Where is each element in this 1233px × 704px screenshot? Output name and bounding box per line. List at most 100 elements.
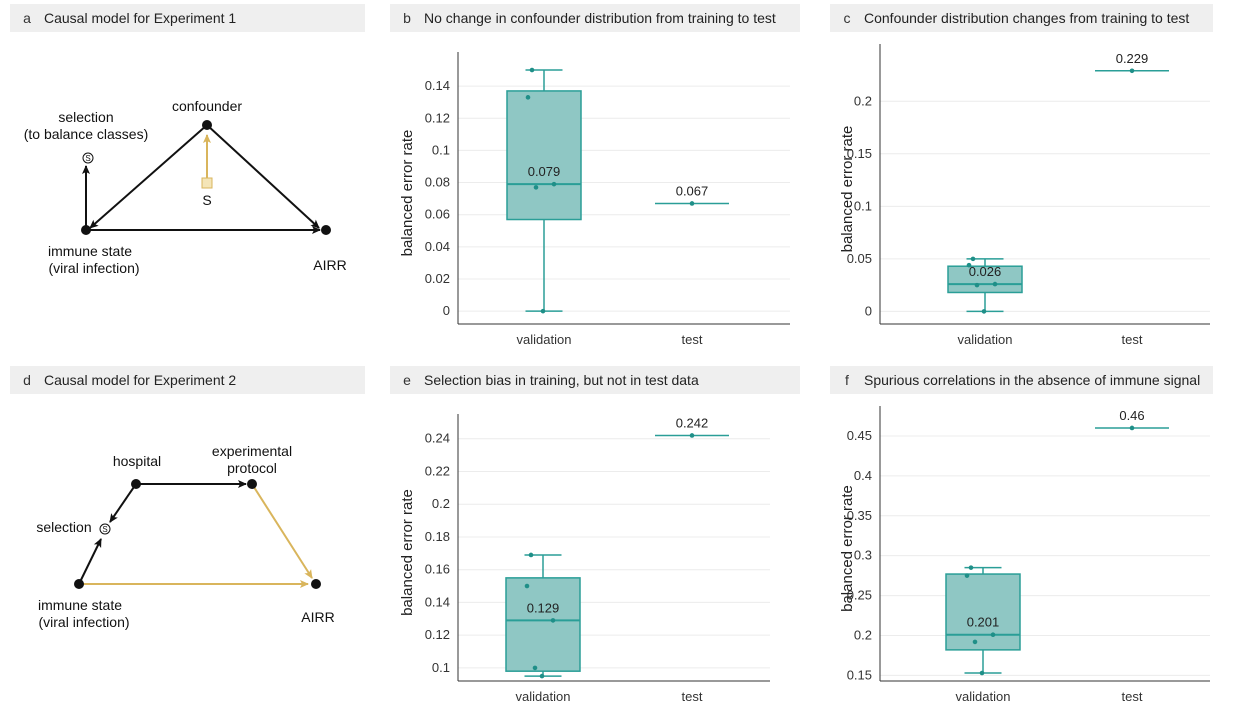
selection-circle-symbol: S	[102, 525, 107, 534]
panel-e-header: e Selection bias in training, but not in…	[390, 366, 800, 394]
boxplot-chart: 0.1 0.12 0.14 0.16 0.18 0.2 0.22 0.24 balanced e…	[399, 414, 770, 701]
panel-a-header: a Causal model for Experiment 1	[10, 4, 365, 32]
selection-circle-symbol: S	[85, 154, 90, 163]
data-point	[532, 665, 538, 671]
box-iqr	[505, 577, 581, 672]
label-airr: AIRR	[313, 257, 346, 273]
y-tick-label: 0.14	[425, 594, 450, 609]
panel-d: d Causal model for Experiment 2 S hospit…	[10, 366, 365, 696]
label-protocol-2: protocol	[227, 460, 277, 476]
y-tick-label: 0.22	[425, 463, 450, 478]
box-iqr	[947, 265, 1023, 294]
label-hospital: hospital	[113, 453, 161, 469]
edge-confounder-airr	[206, 124, 320, 229]
median-value-label: 0.242	[676, 415, 709, 430]
y-tick-label: 0.02	[425, 271, 450, 286]
label-immune-state: immune state	[48, 243, 132, 259]
node-immune-state	[74, 579, 84, 589]
y-tick-label: 0.45	[847, 428, 872, 443]
panel-a: a Causal model for Experiment 1 S confou…	[10, 4, 365, 334]
panel-b: b No change in confounder distribution f…	[390, 4, 800, 349]
node-airr	[311, 579, 321, 589]
y-tick-label: 0.1	[854, 198, 872, 213]
label-selection: selection	[58, 109, 113, 125]
y-tick-label: 0.04	[425, 239, 450, 254]
label-immune-state: immune state	[38, 597, 122, 613]
panel-letter: d	[23, 372, 31, 388]
data-point	[970, 256, 976, 262]
data-point	[974, 282, 980, 288]
data-point	[990, 632, 996, 638]
data-point	[525, 95, 531, 100]
y-tick-label: 0	[865, 303, 872, 318]
panel-title: Spurious correlations in the absence of …	[864, 372, 1201, 388]
boxplot-chart: 0 0.02 0.04 0.06 0.08 0.1 0.12 0.14 balanced err…	[399, 52, 790, 346]
boxplot-chart: 0.15 0.2 0.25 0.3 0.35 0.4 0.45 balanced error …	[839, 406, 1210, 701]
y-axis-label: balanced error rate	[839, 485, 856, 612]
data-point	[529, 67, 535, 73]
y-tick-label: 0.25	[847, 588, 872, 603]
label-immune-detail: (viral infection)	[48, 260, 139, 276]
median-value-label: 0.229	[1116, 51, 1149, 66]
data-point	[551, 181, 557, 187]
median-value-label: 0.026	[969, 264, 1002, 279]
panel-title: Confounder distribution changes from tra…	[864, 10, 1190, 26]
median-value-label: 0.46	[1119, 408, 1144, 423]
data-point	[533, 185, 539, 190]
panel-title: No change in confounder distribution fro…	[424, 10, 776, 26]
y-tick-label: 0.4	[854, 468, 872, 483]
y-tick-label: 0.1	[432, 660, 450, 675]
data-point	[972, 639, 978, 645]
median-value-label: 0.201	[967, 615, 1000, 630]
y-tick-label: 0.2	[432, 496, 450, 511]
y-axis-label: balanced error rate	[399, 489, 416, 616]
data-point	[992, 281, 998, 287]
label-immune-detail: (viral infection)	[38, 614, 129, 630]
panel-title: Causal model for Experiment 2	[44, 372, 237, 388]
label-confounder: confounder	[172, 98, 242, 114]
panel-b-header: b No change in confounder distribution f…	[390, 4, 800, 32]
x-tick-label: validation	[956, 689, 1011, 701]
y-axis-label: balanced error rate	[839, 126, 856, 253]
data-point	[539, 673, 545, 679]
node-hospital	[131, 479, 141, 489]
x-tick-label: validation	[516, 689, 571, 701]
x-tick-label: test	[1122, 689, 1143, 701]
panel-letter: b	[403, 10, 411, 26]
y-tick-label: 0.35	[847, 508, 872, 523]
edge-protocol-airr	[251, 483, 313, 579]
y-tick-label: 0.24	[425, 431, 450, 446]
y-tick-label: 0.12	[425, 627, 450, 642]
y-tick-label: 0.15	[847, 146, 872, 161]
panel-letter: a	[23, 10, 31, 26]
node-selection-circle	[99, 523, 111, 535]
box-iqr	[945, 573, 1021, 651]
data-point	[540, 308, 546, 314]
y-tick-label: 0.05	[847, 251, 872, 266]
node-airr	[321, 225, 331, 235]
data-point	[964, 573, 970, 578]
label-selection-purpose: (to balance classes)	[24, 126, 149, 142]
y-tick-label: 0.18	[425, 529, 450, 544]
data-point	[968, 565, 974, 570]
data-point	[981, 309, 987, 314]
panel-letter: c	[843, 10, 851, 26]
y-tick-label: 0.2	[854, 93, 872, 108]
node-selection-circle	[82, 152, 94, 164]
data-point	[1129, 425, 1135, 431]
data-point	[979, 670, 985, 676]
box-iqr	[506, 90, 582, 221]
data-point	[966, 262, 972, 268]
data-point	[528, 552, 534, 558]
y-tick-label: 0.08	[425, 175, 450, 190]
data-point	[1129, 68, 1135, 74]
x-tick-label: test	[682, 689, 703, 701]
causal-diagram-1: S confounder selection (to balance class…	[24, 98, 347, 276]
boxplot-chart: 0 0.05 0.1 0.15 0.2 balanced error rate valida…	[839, 44, 1210, 346]
y-tick-label: 0.12	[425, 110, 450, 125]
panel-letter: f	[845, 372, 849, 388]
node-protocol	[247, 479, 257, 489]
causal-diagram-2: S hospital experimental protocol selecti…	[36, 443, 334, 630]
y-tick-label: 0.2	[854, 628, 872, 643]
panel-title: Selection bias in training, but not in t…	[424, 372, 699, 388]
